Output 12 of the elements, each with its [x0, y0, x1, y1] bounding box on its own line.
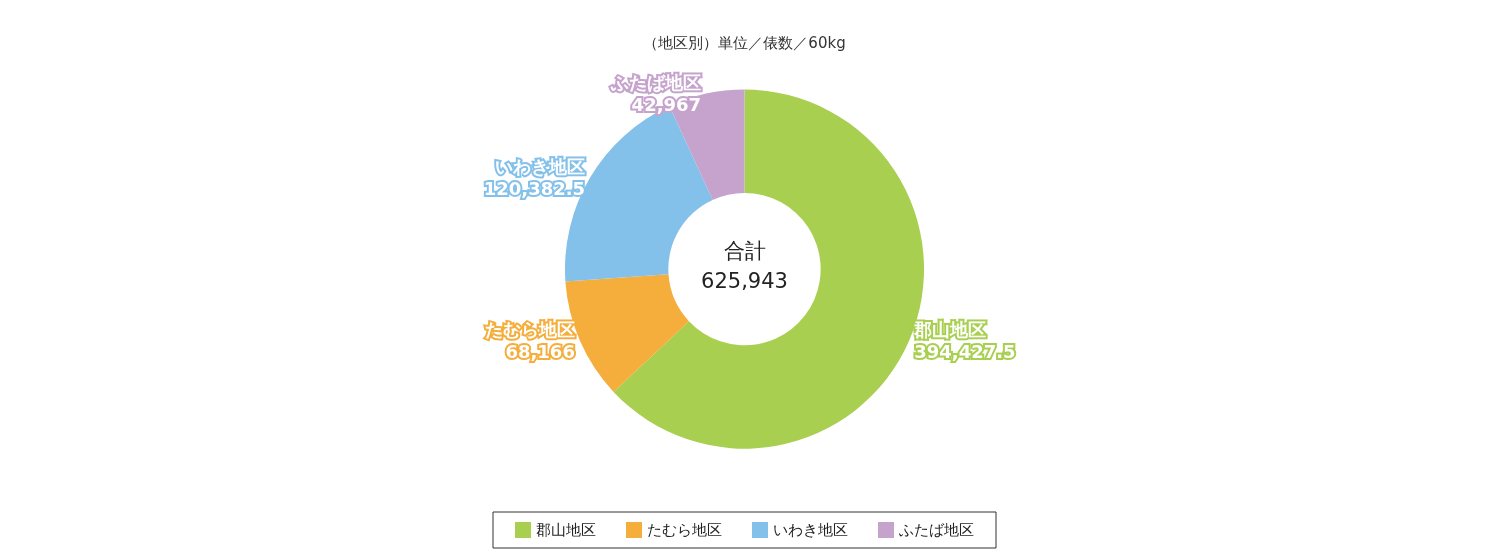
legend-label: いわき地区 [773, 521, 848, 539]
slice-label: いわき地区 [495, 156, 586, 178]
legend-label: ふたば地区 [898, 521, 974, 539]
chart-title: （地区別）単位／俵数／60kg [643, 33, 846, 52]
slice-label: ふたば地区 [610, 72, 702, 94]
slice-label: たむら地区 [484, 319, 575, 341]
data-label: 120,382.5 [483, 178, 586, 200]
text: 合計 625,943 [701, 239, 788, 293]
legend-label: たむら地区 [647, 521, 722, 539]
data-label: 68,166 [505, 341, 575, 363]
data-label: 394,427.5 [914, 340, 1016, 362]
legend-label: 郡山地区 [536, 521, 596, 539]
